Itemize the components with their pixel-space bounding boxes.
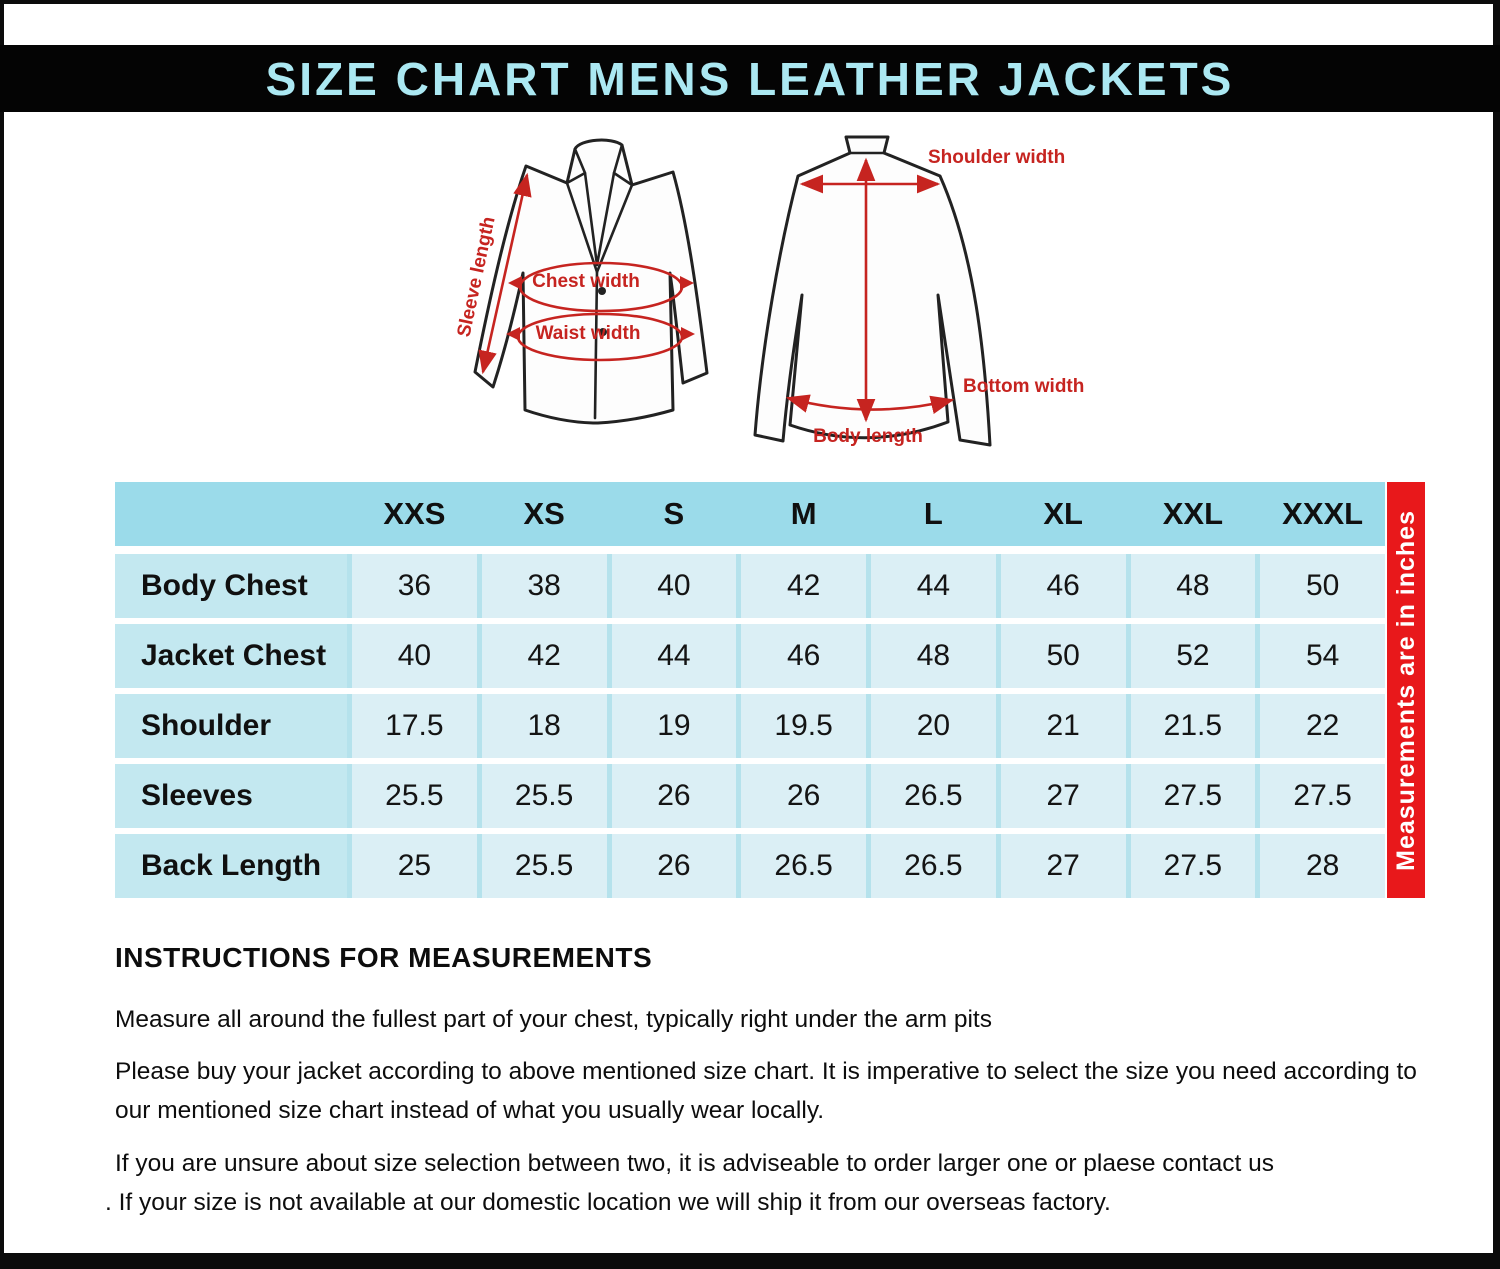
instruction-paragraph: Please buy your jacket according to abov…: [115, 1058, 1417, 1125]
frame-border-right: [1493, 0, 1500, 1269]
size-value-cell: 25.5: [481, 834, 607, 898]
size-value-cell: 26: [611, 834, 737, 898]
column-header: XS: [523, 496, 565, 531]
size-value-cell: 44: [871, 554, 996, 618]
size-value-cell: 48: [871, 624, 996, 688]
size-value-cell: 26.5: [741, 834, 866, 898]
bottom-width-label: Bottom width: [963, 376, 1084, 397]
waist-width-label: Waist width: [536, 323, 641, 344]
table-row: Back Length 25 25.5 26 26.5 26.5 27 27.5 28: [115, 834, 1385, 898]
size-value-cell: 22: [1260, 694, 1385, 758]
size-value-cell: 26: [741, 764, 866, 828]
bottom-width-arc: [785, 394, 955, 414]
instruction-paragraph: . If your size is not available at our d…: [105, 1188, 1111, 1216]
size-value-cell: 40: [611, 554, 737, 618]
size-value-cell: 18: [481, 694, 607, 758]
table-row: Sleeves 25.5 25.5 26 26 26.5 27 27.5 27.5: [115, 764, 1385, 828]
column-header: M: [790, 496, 817, 531]
size-value-cell: 27.5: [1130, 764, 1256, 828]
size-value-cell: 46: [1000, 554, 1126, 618]
size-value-cell: 48: [1130, 554, 1256, 618]
size-value-cell: 50: [1000, 624, 1126, 688]
size-value-cell: 26.5: [871, 764, 996, 828]
size-value-cell: 27: [1000, 834, 1126, 898]
units-bar: Measurements are in inches: [1387, 482, 1425, 898]
size-value-cell: 20: [871, 694, 996, 758]
chest-width-label: Chest width: [532, 271, 640, 292]
table-row: Body Chest 36 38 40 42 44 46 48 50: [115, 554, 1385, 618]
sleeve-length-arrow: [478, 172, 532, 375]
frame-border-left: [0, 0, 4, 1269]
title-bar: SIZE CHART MENS LEATHER JACKETS: [0, 45, 1500, 112]
row-label: Jacket Chest: [115, 624, 347, 688]
size-value-cell: 50: [1260, 554, 1385, 618]
size-value-cell: 38: [481, 554, 607, 618]
row-label: Shoulder: [115, 694, 347, 758]
row-label: Body Chest: [115, 554, 347, 618]
size-table-body: Body Chest 36 38 40 42 44 46 48 50 Jacket Chest 40…: [115, 554, 1385, 898]
size-value-cell: 19.5: [741, 694, 866, 758]
size-value-cell: 28: [1260, 834, 1385, 898]
size-value-cell: 26: [611, 764, 737, 828]
column-header: XXS: [383, 496, 446, 531]
size-table: XXS XS S M L XL XXL XXXL Body Chest 36 38 40 42 44 46…: [115, 482, 1385, 904]
size-value-cell: 42: [481, 624, 607, 688]
size-value-cell: 44: [611, 624, 737, 688]
size-value-cell: 52: [1130, 624, 1256, 688]
size-table-header: XXS XS S M L XL XXL XXXL: [115, 482, 1385, 546]
row-label: Back Length: [115, 834, 347, 898]
header-spacer: [115, 482, 347, 546]
size-value-cell: 17.5: [352, 694, 477, 758]
size-value-cell: 27.5: [1130, 834, 1256, 898]
size-value-cell: 26.5: [871, 834, 996, 898]
instructions-section: INSTRUCTIONS FOR MEASUREMENTS Measure al…: [105, 942, 1445, 1235]
size-value-cell: 46: [741, 624, 866, 688]
body-length-label: Body length: [813, 426, 923, 447]
instruction-paragraph: Measure all around the fullest part of y…: [115, 1006, 992, 1033]
size-value-cell: 54: [1260, 624, 1385, 688]
front-jacket-icon: [473, 138, 709, 425]
table-row: Jacket Chest 40 42 44 46 48 50 52 54: [115, 624, 1385, 688]
column-header: XL: [1043, 496, 1083, 531]
row-label: Sleeves: [115, 764, 347, 828]
size-value-cell: 21: [1000, 694, 1126, 758]
column-header: L: [923, 496, 943, 531]
measurement-diagram: Sleeve length Chest width Waist width Sh…: [454, 135, 1084, 447]
size-value-cell: 36: [352, 554, 477, 618]
frame-border-bottom: [0, 1253, 1500, 1269]
size-value-cell: 19: [611, 694, 737, 758]
units-note: Measurements are in inches: [1391, 509, 1420, 871]
size-value-cell: 27: [1000, 764, 1126, 828]
size-value-cell: 25: [352, 834, 477, 898]
jacket-button: [598, 287, 606, 295]
instructions-heading: INSTRUCTIONS FOR MEASUREMENTS: [115, 942, 653, 973]
size-value-cell: 25.5: [352, 764, 477, 828]
size-value-cell: 40: [352, 624, 477, 688]
instructions-paragraphs: Measure all around the fullest part of y…: [105, 1000, 1445, 1222]
size-value-cell: 42: [741, 554, 866, 618]
instruction-paragraph: If you are unsure about size selection b…: [115, 1149, 1274, 1177]
table-row: Shoulder 17.5 18 19 19.5 20 21 21.5 22: [115, 694, 1385, 758]
size-value-cell: 21.5: [1130, 694, 1256, 758]
column-header: XXL: [1162, 496, 1224, 531]
size-value-cell: 25.5: [481, 764, 607, 828]
column-header: S: [663, 496, 685, 531]
size-value-cell: 27.5: [1260, 764, 1385, 828]
column-header: XXXL: [1282, 496, 1364, 531]
shoulder-width-label: Shoulder width: [928, 147, 1065, 168]
page-title: SIZE CHART MENS LEATHER JACKETS: [265, 52, 1235, 105]
jacket-button: [599, 328, 607, 336]
frame-border-top: [0, 0, 1500, 4]
